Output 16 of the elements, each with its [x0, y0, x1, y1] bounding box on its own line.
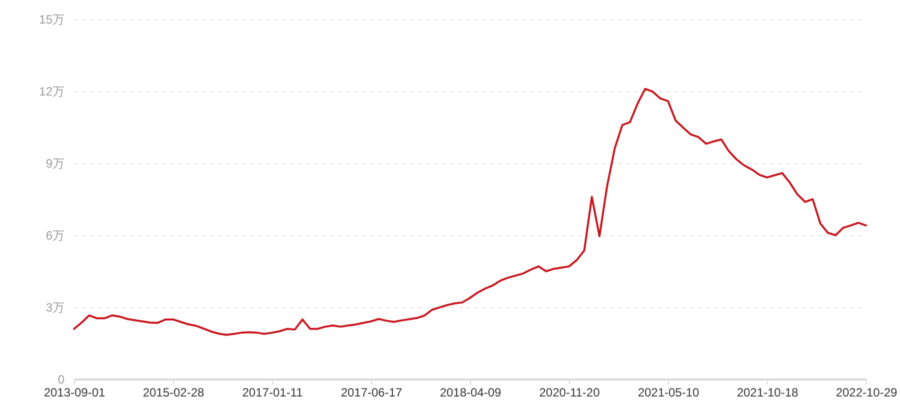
- x-tick-label: 2021-10-18: [736, 386, 799, 400]
- line-series: [73, 88, 867, 336]
- x-tick-label: 2018-04-09: [440, 386, 502, 400]
- y-tick-label: 6万: [46, 228, 64, 242]
- x-tick-label: 2017-06-17: [340, 386, 403, 400]
- y-tick-label: 12万: [39, 84, 64, 98]
- y-tick-label: 15万: [39, 12, 64, 26]
- y-tick-label: 9万: [46, 156, 64, 170]
- x-tick-label: 2022-10-29: [836, 386, 898, 400]
- x-tick-label: 2013-09-01: [44, 386, 106, 400]
- y-tick-label: 3万: [46, 300, 64, 314]
- x-tick-label: 2015-02-28: [142, 386, 205, 400]
- x-tick-label: 2017-01-11: [242, 386, 304, 400]
- y-tick-label: 0: [58, 372, 65, 386]
- x-tick-label: 2020-11-20: [539, 386, 600, 400]
- x-tick-label: 2021-05-10: [638, 386, 700, 400]
